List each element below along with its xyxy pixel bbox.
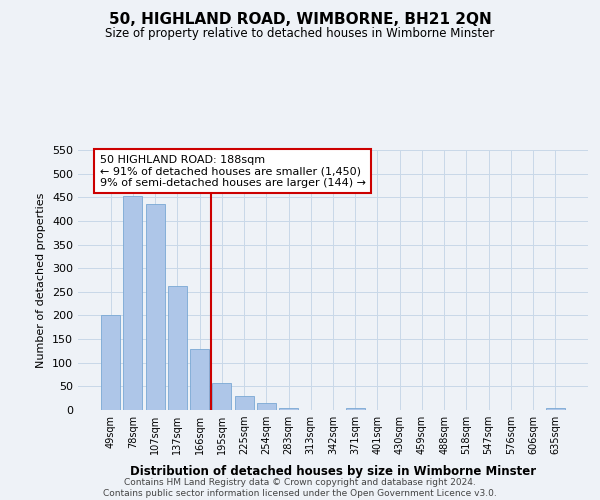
Bar: [546, 408, 565, 410]
Bar: [212, 382, 231, 410]
Text: Contains HM Land Registry data © Crown copyright and database right 2024.
Contai: Contains HM Land Registry data © Crown c…: [103, 478, 497, 498]
Bar: [168, 286, 187, 410]
Text: 50, HIGHLAND ROAD, WIMBORNE, BH21 2QN: 50, HIGHLAND ROAD, WIMBORNE, BH21 2QN: [109, 12, 491, 28]
Bar: [124, 196, 142, 410]
Bar: [235, 396, 254, 410]
Bar: [101, 316, 120, 410]
Bar: [190, 348, 209, 410]
Bar: [279, 408, 298, 410]
Bar: [257, 403, 276, 410]
X-axis label: Distribution of detached houses by size in Wimborne Minster: Distribution of detached houses by size …: [130, 466, 536, 478]
Text: Size of property relative to detached houses in Wimborne Minster: Size of property relative to detached ho…: [106, 28, 494, 40]
Text: 50 HIGHLAND ROAD: 188sqm
← 91% of detached houses are smaller (1,450)
9% of semi: 50 HIGHLAND ROAD: 188sqm ← 91% of detach…: [100, 154, 365, 188]
Bar: [146, 204, 164, 410]
Bar: [346, 408, 365, 410]
Y-axis label: Number of detached properties: Number of detached properties: [37, 192, 46, 368]
